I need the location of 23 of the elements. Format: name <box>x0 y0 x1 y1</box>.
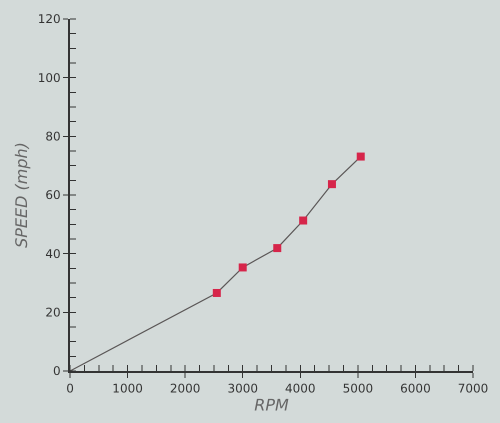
y-tick-label: 100 <box>38 70 61 85</box>
x-tick-label: 3000 <box>227 381 258 396</box>
y-axis-title: SPEED (mph) <box>12 142 32 248</box>
y-tick-label: 0 <box>52 364 61 378</box>
point <box>273 244 282 252</box>
point <box>356 152 365 161</box>
x-tick-label: 6000 <box>400 381 431 396</box>
x-axis-title: RPM <box>254 395 289 414</box>
y-tick-label: 40 <box>45 246 61 261</box>
x-tick-label: 2000 <box>170 381 200 396</box>
point <box>238 263 247 272</box>
y-tick-label: 60 <box>45 188 61 202</box>
x-tick-label: 0 <box>66 381 74 396</box>
x-tick-label: 5000 <box>342 381 374 396</box>
x-tick-label: 1000 <box>112 381 143 396</box>
point <box>212 288 221 297</box>
point <box>299 216 308 225</box>
y-tick-label: 20 <box>45 306 61 320</box>
x-tick-label: 7000 <box>458 381 488 396</box>
point <box>328 180 336 188</box>
x-tick-label: 4000 <box>285 381 316 396</box>
y-tick-label: 120 <box>38 12 61 26</box>
y-tick-label: 80 <box>45 130 61 144</box>
